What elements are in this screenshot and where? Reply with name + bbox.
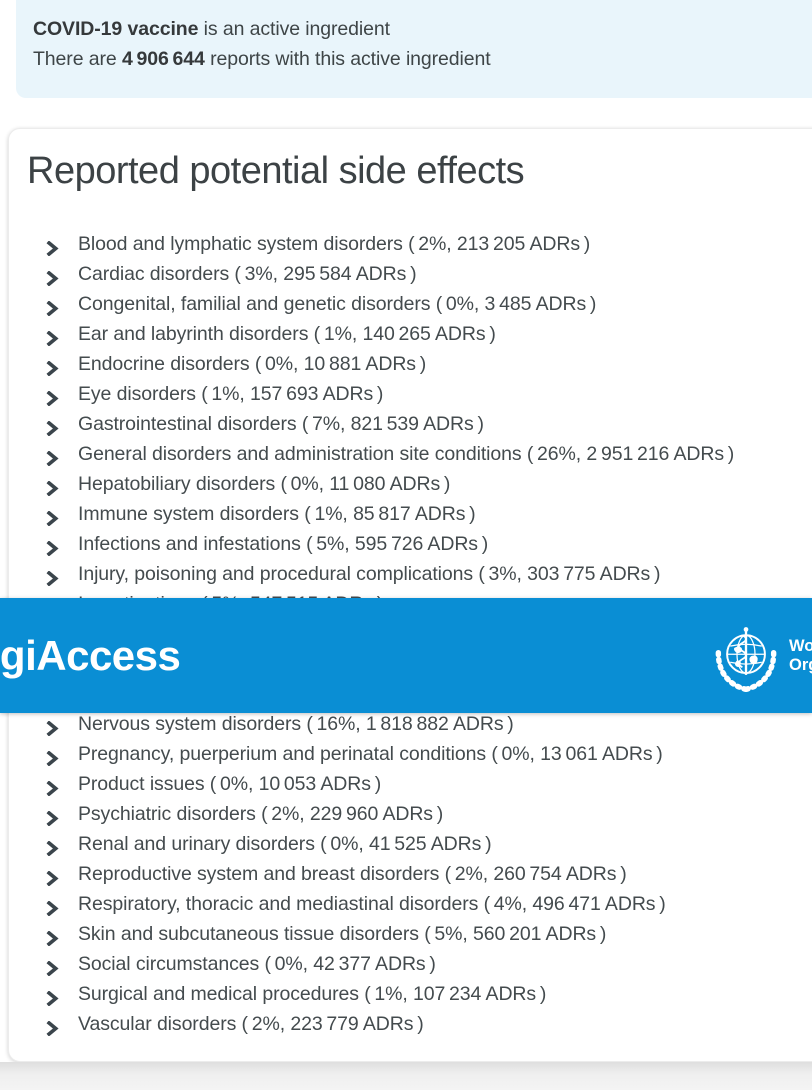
side-effect-item[interactable]: Nervous system disorders ( 16%, 1 818 88… <box>0 709 812 739</box>
who-name-line1: World Health <box>789 637 812 655</box>
vigiaccess-logo[interactable]: VigiAccess <box>0 632 181 679</box>
side-effect-item[interactable]: Skin and subcutaneous tissue disorders (… <box>0 919 812 949</box>
side-effect-label: Surgical and medical procedures ( 1%, 10… <box>78 983 547 1005</box>
chevron-right-icon <box>46 837 59 857</box>
chevron-right-icon <box>46 387 59 407</box>
page-background-bottom <box>0 1062 812 1090</box>
report-count-value: 4 906 644 <box>121 48 205 70</box>
side-effect-item[interactable]: Vascular disorders ( 2%, 223 779 ADRs ) <box>0 1009 812 1039</box>
side-effect-label: Nervous system disorders ( 16%, 1 818 88… <box>78 713 514 735</box>
side-effect-label: Reproductive system and breast disorders… <box>78 863 627 885</box>
who-emblem-icon <box>715 627 777 692</box>
side-effect-item[interactable]: Product issues ( 0%, 10 053 ADRs ) <box>0 769 812 799</box>
side-effect-label: Cardiac disorders ( 3%, 295 584 ADRs ) <box>78 263 417 285</box>
side-effect-label: Social circumstances ( 0%, 42 377 ADRs ) <box>78 953 436 975</box>
side-effect-item[interactable]: Cardiac disorders ( 3%, 295 584 ADRs ) <box>0 259 812 289</box>
side-effect-label: Blood and lymphatic system disorders ( 2… <box>78 233 591 255</box>
side-effect-item[interactable]: Reproductive system and breast disorders… <box>0 859 812 889</box>
report-count-prefix: There are <box>33 48 122 70</box>
side-effect-label: Respiratory, thoracic and mediastinal di… <box>78 893 666 915</box>
chevron-right-icon <box>46 537 59 557</box>
side-effect-label: Ear and labyrinth disorders ( 1%, 140 26… <box>78 323 496 345</box>
side-effect-label: Gastrointestinal disorders ( 7%, 821 539… <box>78 413 484 435</box>
report-count-line: There are 4 906 644 reports with this ac… <box>33 48 812 71</box>
side-effect-label: Psychiatric disorders ( 2%, 229 960 ADRs… <box>78 803 444 825</box>
side-effect-item[interactable]: Hepatobiliary disorders ( 0%, 11 080 ADR… <box>0 469 812 499</box>
chevron-right-icon <box>46 507 59 527</box>
side-effect-item[interactable]: Surgical and medical procedures ( 1%, 10… <box>0 979 812 1009</box>
chevron-right-icon <box>46 297 59 317</box>
who-name: World Health Organization <box>789 637 812 675</box>
side-effect-label: General disorders and administration sit… <box>78 443 735 465</box>
side-effect-item[interactable]: Gastrointestinal disorders ( 7%, 821 539… <box>0 409 812 439</box>
chevron-right-icon <box>46 267 59 287</box>
side-effect-item[interactable]: Endocrine disorders ( 0%, 10 881 ADRs ) <box>0 349 812 379</box>
chevron-right-icon <box>46 717 59 737</box>
side-effect-item[interactable]: Renal and urinary disorders ( 0%, 41 525… <box>0 829 812 859</box>
active-ingredient-line: COVID-19 vaccine is an active ingredient <box>33 18 812 41</box>
chevron-right-icon <box>46 897 59 917</box>
report-count-suffix: reports with this active ingredient <box>204 48 491 70</box>
active-ingredient-text: is an active ingredient <box>198 18 390 40</box>
side-effect-item[interactable]: Eye disorders ( 1%, 157 693 ADRs ) <box>0 379 812 409</box>
side-effect-label: Congenital, familial and genetic disorde… <box>78 293 597 315</box>
side-effect-item[interactable]: General disorders and administration sit… <box>0 439 812 469</box>
side-effect-label: Endocrine disorders ( 0%, 10 881 ADRs ) <box>78 353 427 375</box>
who-name-line2: Organization <box>789 656 812 674</box>
who-logo[interactable]: World Health Organization <box>710 620 812 692</box>
side-effect-label: Skin and subcutaneous tissue disorders (… <box>78 923 607 945</box>
side-effect-item[interactable]: Congenital, familial and genetic disorde… <box>0 289 812 319</box>
side-effect-label: Immune system disorders ( 1%, 85 817 ADR… <box>78 503 476 525</box>
side-effect-label: Injury, poisoning and procedural complic… <box>78 563 661 585</box>
active-ingredient-banner: COVID-19 vaccine is an active ingredient… <box>16 0 812 98</box>
side-effects-card <box>8 128 812 1062</box>
page-title: Reported potential side effects <box>27 150 525 192</box>
chevron-right-icon <box>46 417 59 437</box>
chevron-right-icon <box>46 927 59 947</box>
chevron-right-icon <box>46 1017 59 1037</box>
chevron-right-icon <box>46 477 59 497</box>
chevron-right-icon <box>46 987 59 1007</box>
side-effect-item[interactable]: Blood and lymphatic system disorders ( 2… <box>0 229 812 259</box>
side-effect-item[interactable]: Immune system disorders ( 1%, 85 817 ADR… <box>0 499 812 529</box>
side-effect-label: Hepatobiliary disorders ( 0%, 11 080 ADR… <box>78 473 451 495</box>
side-effect-label: Product issues ( 0%, 10 053 ADRs ) <box>78 773 382 795</box>
side-effect-item[interactable]: Pregnancy, puerperium and perinatal cond… <box>0 739 812 769</box>
chevron-right-icon <box>46 447 59 467</box>
chevron-right-icon <box>46 777 59 797</box>
chevron-right-icon <box>46 237 59 257</box>
side-effect-label: Infections and infestations ( 5%, 595 72… <box>78 533 489 555</box>
chevron-right-icon <box>46 807 59 827</box>
side-effect-item[interactable]: Injury, poisoning and procedural complic… <box>0 559 812 589</box>
side-effect-item[interactable]: Social circumstances ( 0%, 42 377 ADRs ) <box>0 949 812 979</box>
app-header-band: VigiAccess <box>0 598 812 713</box>
side-effect-item[interactable]: Respiratory, thoracic and mediastinal di… <box>0 889 812 919</box>
chevron-right-icon <box>46 357 59 377</box>
side-effect-label: Renal and urinary disorders ( 0%, 41 525… <box>78 833 492 855</box>
side-effect-item[interactable]: Ear and labyrinth disorders ( 1%, 140 26… <box>0 319 812 349</box>
chevron-right-icon <box>46 867 59 887</box>
chevron-right-icon <box>46 957 59 977</box>
side-effect-label: Pregnancy, puerperium and perinatal cond… <box>78 743 663 765</box>
side-effect-item[interactable]: Infections and infestations ( 5%, 595 72… <box>0 529 812 559</box>
chevron-right-icon <box>46 747 59 767</box>
chevron-right-icon <box>46 327 59 347</box>
chevron-right-icon <box>46 567 59 587</box>
side-effect-item[interactable]: Psychiatric disorders ( 2%, 229 960 ADRs… <box>0 799 812 829</box>
side-effect-label: Eye disorders ( 1%, 157 693 ADRs ) <box>78 383 384 405</box>
active-ingredient-name: COVID-19 vaccine <box>33 18 199 40</box>
side-effect-label: Vascular disorders ( 2%, 223 779 ADRs ) <box>78 1013 424 1035</box>
